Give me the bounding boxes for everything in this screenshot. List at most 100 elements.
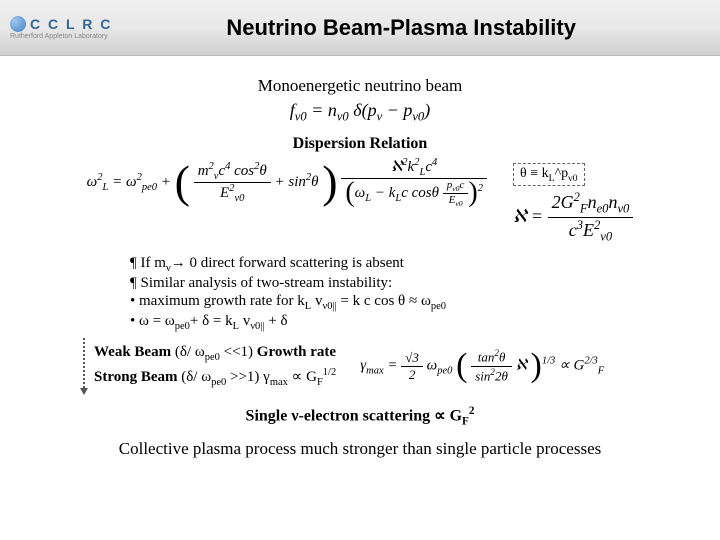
eq-text: − p <box>382 100 412 120</box>
eq-text: c <box>460 179 465 191</box>
eq-fv0: fν0 = nν0 δ(pν − pν0) <box>30 100 690 125</box>
beam-sub: F <box>317 377 323 388</box>
eq-text: n <box>588 192 597 212</box>
beam-text: ∝ G <box>288 369 317 385</box>
eq-sub: ν0 <box>412 110 424 124</box>
eq-text: ℵ <box>391 159 402 175</box>
eq-sup: 2/3 <box>584 356 597 367</box>
eq-text: θ <box>259 163 266 179</box>
eq-text: = n <box>307 100 337 120</box>
eq-text: c cosθ <box>401 185 443 201</box>
beam-section: Weak Beam (δ/ ωpe0 <<1) Growth rate Stro… <box>80 338 690 395</box>
bullet-text: + δ <box>265 313 288 329</box>
single-text: Single ν-electron scattering ∝ G <box>246 407 462 424</box>
eq-text: ℵ <box>516 358 527 374</box>
dispersion-equation: ω2L = ω2pe0 + ( m2νc4 cos2θ E2ν0 + sin2θ… <box>30 157 690 245</box>
bullet-text: → 0 direct forward scattering is absent <box>171 255 404 271</box>
eq-text: E <box>583 220 594 240</box>
eq-text: tan <box>478 350 495 365</box>
eq-sub: ν0 <box>452 184 459 193</box>
eq-sub: e0 <box>597 202 609 216</box>
beam-sub: pe0 <box>205 352 220 363</box>
logo-text: C C L R C <box>30 16 112 32</box>
bullet-sub: pe0 <box>175 321 190 332</box>
eq-sub: ν0 <box>617 202 629 216</box>
bullet-text: + δ = k <box>190 313 233 329</box>
eq-text: ∝ G <box>559 358 584 374</box>
eq-sup: 1/3 <box>542 356 555 367</box>
eq-text: δ(p <box>349 100 377 120</box>
eq-sub: ν0 <box>600 230 612 244</box>
bullet-text: v <box>239 313 250 329</box>
logo-subtitle: Rutherford Appleton Laboratory <box>10 33 112 40</box>
single-scattering-label: Single ν-electron scattering ∝ GF2 <box>30 405 690 428</box>
growth-rate-label: Growth rate <box>257 344 336 360</box>
bullet-text: ¶ If m <box>130 255 166 271</box>
eq-text: cos <box>230 163 254 179</box>
bullet-sub: ν0|| <box>322 301 336 312</box>
beam-sup: 1/2 <box>323 367 336 378</box>
slide-header: C C L R C Rutherford Appleton Laboratory… <box>0 0 720 56</box>
weak-beam-label: Weak Beam <box>94 344 171 360</box>
beam-text: >>1) γ <box>226 369 270 385</box>
theta-definition: θ ≡ kL^pν0 <box>513 163 585 187</box>
slide-content: Monoenergetic neutrino beam fν0 = nν0 δ(… <box>0 56 720 459</box>
bullet-text: v <box>311 293 322 309</box>
monoenergetic-label: Monoenergetic neutrino beam <box>30 76 690 96</box>
eq-text: = ω <box>108 174 136 190</box>
conclusion-text: Collective plasma process much stronger … <box>30 439 690 459</box>
eq-text: c <box>425 159 432 175</box>
eq-text: − k <box>371 185 395 201</box>
slide-title: Neutrino Beam-Plasma Instability <box>132 15 670 41</box>
eq-sup: 4 <box>432 157 437 168</box>
dispersion-label: Dispersion Relation <box>30 135 690 153</box>
bullet-1: ¶ If mν→ 0 direct forward scattering is … <box>130 255 690 274</box>
single-sup: 2 <box>469 405 475 417</box>
eq-sub: ν0 <box>295 110 307 124</box>
eq-text: ω <box>427 358 438 374</box>
bullet-sub: pe0 <box>431 301 446 312</box>
eq-text: ω <box>355 185 366 201</box>
aleph-definition: ℵ = 2G2Fne0nν0 c3E2ν0 <box>513 190 633 244</box>
eq-sub: ν0 <box>234 193 244 204</box>
eq-text: m <box>198 163 209 179</box>
eq-text: sin <box>475 368 490 383</box>
eq-text: 2θ <box>495 368 508 383</box>
eq-text: √3 <box>401 350 423 367</box>
eq-text: 2 <box>401 367 423 383</box>
eq-text: E <box>220 185 229 201</box>
strong-beam-label: Strong Beam <box>94 369 177 385</box>
eq-text: ) <box>424 100 430 120</box>
eq-text: θ <box>499 350 505 365</box>
eq-sub: pe0 <box>142 182 157 193</box>
weak-beam-line: Weak Beam (δ/ ωpe0 <<1) Growth rate <box>94 342 336 365</box>
eq-sub: ν0 <box>568 172 577 183</box>
beam-sub: pe0 <box>211 377 226 388</box>
beam-text: <<1) <box>220 344 257 360</box>
single-sub: F <box>462 415 469 427</box>
eq-text: ω <box>87 174 98 190</box>
eq-sub: max <box>366 366 384 377</box>
eq-text: = <box>384 358 402 374</box>
bullet-2: ¶ Similar analysis of two-stream instabi… <box>130 275 690 292</box>
eq-text: θ ≡ k <box>520 166 549 181</box>
eq-sub: ν0 <box>337 110 349 124</box>
eq-sup: 2 <box>478 183 483 194</box>
eq-text: θ <box>311 174 318 190</box>
eq-sub: ν0 <box>455 199 462 208</box>
bullet-sub: ν0|| <box>250 321 264 332</box>
bullet-4: • ω = ωpe0+ δ = kL vν0|| + δ <box>130 313 690 332</box>
eq-sub: F <box>580 202 588 216</box>
eq-text: + sin <box>275 174 306 190</box>
eq-text: c <box>569 220 577 240</box>
bullet-3: • maximum growth rate for kL vν0|| = k c… <box>130 293 690 312</box>
bullet-text: = k c cos θ ≈ ω <box>337 293 431 309</box>
bullet-list: ¶ If mν→ 0 direct forward scattering is … <box>130 255 690 332</box>
eq-sub: pe0 <box>437 366 452 377</box>
growth-rate-equation: γmax = √3 2 ωpe0 ( tan2θ sin22θ ℵ )1/3 ∝… <box>360 348 604 384</box>
strong-beam-line: Strong Beam (δ/ ωpe0 >>1) γmax ∝ GF1/2 <box>94 366 336 390</box>
bullet-text: • ω = ω <box>130 313 175 329</box>
eq-sub: F <box>598 366 604 377</box>
bullet-text: • maximum growth rate for k <box>130 293 305 309</box>
beam-sub: max <box>270 377 288 388</box>
